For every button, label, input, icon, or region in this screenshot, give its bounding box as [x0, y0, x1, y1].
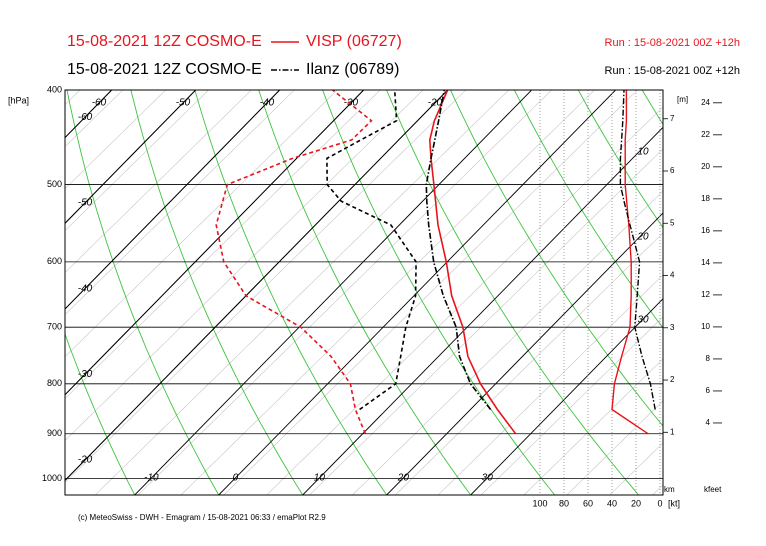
isotherm-label: -20: [428, 98, 443, 109]
isotherm-label: 30: [482, 473, 494, 484]
isotherm-label: -30: [344, 98, 359, 109]
plot-area: [0, 90, 766, 495]
model-title: 15-08-2021 12Z COSMO-E: [67, 33, 262, 50]
kfeet-tick-label: 20: [701, 162, 710, 171]
y-tick-label: 1000: [42, 473, 62, 483]
isotherm: [386, 212, 663, 495]
isotherm-label: -10: [144, 473, 159, 484]
kfeet-tick-label: 8: [706, 354, 711, 363]
isotherm-label: -60: [78, 112, 93, 123]
dry-adiabat: [258, 90, 472, 495]
y-tick-label: 700: [47, 322, 62, 332]
plot-frame: [64, 89, 664, 496]
y-tick-label: 600: [47, 256, 62, 266]
temperature-line: [425, 90, 492, 410]
kfeet-tick-label: 16: [701, 226, 710, 235]
isotherm-label: -40: [260, 98, 275, 109]
wind-speed-line: [619, 90, 656, 410]
km-tick-label: 6: [670, 166, 675, 175]
dry-adiabat: [0, 90, 51, 495]
km-tick-label: 1: [670, 427, 675, 436]
kfeet-tick-label: 10: [701, 322, 710, 331]
kfeet-tick-label: 6: [706, 386, 711, 395]
isotherm: [470, 298, 663, 495]
kfeet-tick-label: 4: [706, 418, 711, 427]
isotherm-label: -40: [78, 283, 93, 294]
dry-adiabat: [194, 90, 388, 495]
wind-speed-line: [611, 90, 649, 435]
isotherm-label: -30: [78, 369, 93, 380]
isotherm: [134, 90, 532, 495]
wind-tick-label: 100: [532, 498, 547, 508]
wind-tick-label: 40: [607, 498, 617, 508]
dry-adiabat: [513, 90, 663, 329]
km-tick-label: 7: [670, 114, 675, 123]
dry-adiabat: [450, 90, 663, 427]
footer: (c) MeteoSwiss - DWH - Emagram / 15-08-2…: [78, 513, 326, 522]
km-unit: km: [664, 485, 675, 494]
dry-adiabat: [386, 90, 639, 495]
isotherm-label: -50: [176, 98, 191, 109]
y-tick-label: 400: [47, 84, 62, 94]
dry-adiabat: [577, 90, 663, 229]
isotherm-background: [65, 90, 663, 495]
isotherm: [65, 90, 448, 482]
isotherm: [302, 126, 663, 495]
annotation: 10: [637, 147, 649, 158]
dewpoint-line: [326, 90, 417, 411]
legend-label: VISP (06727): [306, 33, 402, 50]
legend-label: Ilanz (06789): [306, 61, 399, 78]
dry-adiabat: [65, 332, 136, 495]
isotherm-label: -50: [78, 198, 93, 209]
km-tick-label: 3: [670, 323, 675, 332]
km-tick-label: 4: [670, 271, 675, 280]
kfeet-unit: kfeet: [704, 485, 722, 494]
annotation: 30: [637, 315, 649, 326]
isotherm: [65, 90, 196, 224]
isotherm-label: -20: [78, 455, 93, 466]
y-tick-label: 800: [47, 378, 62, 388]
dry-adiabat: [130, 90, 304, 495]
kfeet-tick-label: 14: [701, 258, 710, 267]
isotherm-label: 0: [233, 473, 239, 484]
temperature-line: [428, 90, 517, 435]
wind-tick-label: 60: [583, 498, 593, 508]
km-axis-label: [m]: [677, 95, 688, 104]
dry-adiabat: [706, 90, 766, 495]
wind-unit: [kt]: [668, 498, 680, 508]
wind-tick-label: 80: [559, 498, 569, 508]
wind-tick-label: 0: [657, 498, 662, 508]
kfeet-tick-label: 12: [701, 290, 710, 299]
y-tick-label: 500: [47, 179, 62, 189]
wind-tick-label: 20: [631, 498, 641, 508]
kfeet-tick-label: 18: [701, 194, 710, 203]
annotation: 20: [636, 232, 649, 243]
run-info: Run : 15-08-2021 00Z +12h: [605, 37, 740, 49]
km-tick-label: 2: [670, 375, 675, 384]
kfeet-tick-label: 22: [701, 130, 710, 139]
isotherm-label: 20: [397, 473, 410, 484]
dry-adiabat: [66, 90, 220, 495]
dewpoint-line: [215, 90, 373, 435]
isotherm-label: -60: [92, 98, 107, 109]
model-title: 15-08-2021 12Z COSMO-E: [67, 61, 262, 78]
dry-adiabat: [322, 90, 556, 495]
isotherm: [65, 90, 280, 310]
run-info: Run : 15-08-2021 00Z +12h: [605, 65, 740, 77]
km-tick-label: 5: [670, 218, 675, 227]
isotherm-label: 10: [314, 473, 326, 484]
kfeet-tick-label: 24: [701, 98, 710, 107]
isotherm: [218, 90, 616, 495]
y-tick-label: 900: [47, 428, 62, 438]
y-axis-label: [hPa]: [8, 95, 29, 105]
